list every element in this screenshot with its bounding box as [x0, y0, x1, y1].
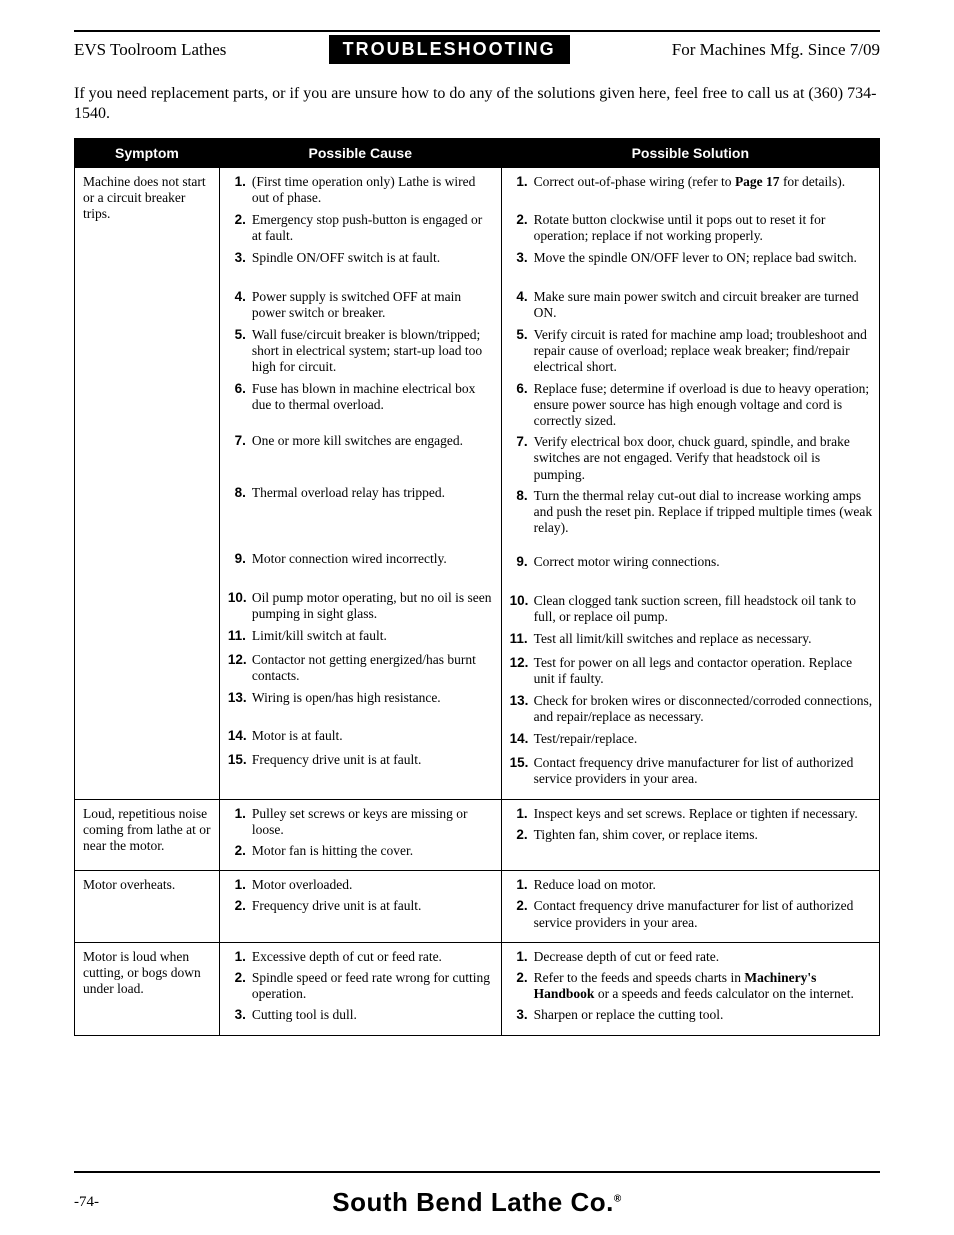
cause-cell: 1.(First time operation only) Lathe is w…: [219, 168, 501, 800]
cause-item: 9.Motor connection wired incorrectly.: [228, 551, 495, 585]
table-row: Machine does not start or a circuit brea…: [75, 168, 880, 800]
solution-item: 2.Refer to the feeds and speeds charts i…: [510, 970, 873, 1002]
cause-item: 11.Limit/kill switch at fault.: [228, 628, 495, 647]
table-row: Motor is loud when cutting, or bogs down…: [75, 942, 880, 1035]
cause-item: 5.Wall fuse/circuit breaker is blown/tri…: [228, 327, 495, 376]
cause-item: 10.Oil pump motor operating, but no oil …: [228, 590, 495, 623]
cause-item: 14.Motor is at fault.: [228, 728, 495, 747]
solution-item: 1.Inspect keys and set screws. Replace o…: [510, 806, 873, 822]
symptom-cell: Motor is loud when cutting, or bogs down…: [75, 942, 220, 1035]
solution-cell: 1.Reduce load on motor. 2.Contact frequen…: [501, 871, 879, 943]
solution-item: 8.Turn the thermal relay cut-out dial to…: [510, 488, 873, 549]
cause-item: 12.Contactor not getting energized/has b…: [228, 652, 495, 685]
header-left: EVS Toolroom Lathes: [74, 40, 226, 60]
solution-item: 2.Contact frequency drive manufacturer f…: [510, 898, 873, 930]
cause-item: 2.Motor fan is hitting the cover.: [228, 843, 495, 859]
solution-item: 5.Verify circuit is rated for machine am…: [510, 327, 873, 376]
symptom-cell: Motor overheats.: [75, 871, 220, 943]
page-header: EVS Toolroom Lathes TROUBLESHOOTING For …: [74, 35, 880, 64]
solution-item: 13.Check for broken wires or disconnecte…: [510, 693, 873, 726]
cause-cell: 1.Motor overloaded. 2.Frequency drive uni…: [219, 871, 501, 943]
page-footer: -74- South Bend Lathe Co.®: [74, 1194, 880, 1211]
solution-cell: 1.Decrease depth of cut or feed rate. 2.R…: [501, 942, 879, 1035]
top-rule: [74, 30, 880, 32]
solution-item: 4.Make sure main power switch and circui…: [510, 289, 873, 322]
troubleshooting-table: Symptom Possible Cause Possible Solution…: [74, 138, 880, 1036]
cause-cell: 1.Pulley set screws or keys are missing …: [219, 799, 501, 871]
cause-item: 8.Thermal overload relay has tripped.: [228, 485, 495, 546]
solution-item: 14.Test/repair/replace.: [510, 731, 873, 750]
cause-item: 2.Emergency stop push-button is engaged …: [228, 212, 495, 245]
solution-cell: 1.Correct out-of-phase wiring (refer to …: [501, 168, 879, 800]
brand-logo: South Bend Lathe Co.®: [74, 1187, 880, 1218]
col-solution: Possible Solution: [501, 139, 879, 168]
header-right: For Machines Mfg. Since 7/09: [672, 40, 880, 60]
cause-cell: 1.Excessive depth of cut or feed rate. 2.…: [219, 942, 501, 1035]
table-row: Motor overheats. 1.Motor overloaded. 2.Fre…: [75, 871, 880, 943]
cause-item: 1.(First time operation only) Lathe is w…: [228, 174, 495, 207]
table-row: Loud, repetitious noise coming from lath…: [75, 799, 880, 871]
cause-item: 6.Fuse has blown in machine electrical b…: [228, 381, 495, 428]
solution-item: 1.Reduce load on motor.: [510, 877, 873, 893]
cause-item: 15.Frequency drive unit is at fault.: [228, 752, 495, 785]
header-title: TROUBLESHOOTING: [329, 35, 570, 64]
solution-item: 15.Contact frequency drive manufacturer …: [510, 755, 873, 788]
bottom-rule: [74, 1171, 880, 1173]
col-cause: Possible Cause: [219, 139, 501, 168]
table-header-row: Symptom Possible Cause Possible Solution: [75, 139, 880, 168]
symptom-cell: Machine does not start or a circuit brea…: [75, 168, 220, 800]
cause-item: 2.Frequency drive unit is at fault.: [228, 898, 495, 914]
cause-item: 3.Spindle ON/OFF switch is at fault.: [228, 250, 495, 284]
solution-item: 3.Sharpen or replace the cutting tool.: [510, 1007, 873, 1023]
cause-item: 13.Wiring is open/has high resistance.: [228, 690, 495, 723]
solution-item: 2.Tighten fan, shim cover, or replace it…: [510, 827, 873, 843]
solution-item: 1.Correct out-of-phase wiring (refer to …: [510, 174, 873, 207]
cause-item: 1.Motor overloaded.: [228, 877, 495, 893]
cause-item: 1.Excessive depth of cut or feed rate.: [228, 949, 495, 965]
solution-item: 1.Decrease depth of cut or feed rate.: [510, 949, 873, 965]
solution-item: 10.Clean clogged tank suction screen, fi…: [510, 593, 873, 626]
col-symptom: Symptom: [75, 139, 220, 168]
solution-item: 9.Correct motor wiring connections.: [510, 554, 873, 588]
solution-item: 3.Move the spindle ON/OFF lever to ON; r…: [510, 250, 873, 284]
solution-cell: 1.Inspect keys and set screws. Replace o…: [501, 799, 879, 871]
solution-item: 6.Replace fuse; determine if overload is…: [510, 381, 873, 430]
cause-item: 7.One or more kill switches are engaged.: [228, 433, 495, 480]
solution-item: 11.Test all limit/kill switches and repl…: [510, 631, 873, 650]
solution-item: 12.Test for power on all legs and contac…: [510, 655, 873, 688]
cause-item: 3.Cutting tool is dull.: [228, 1007, 495, 1023]
symptom-cell: Loud, repetitious noise coming from lath…: [75, 799, 220, 871]
intro-text: If you need replacement parts, or if you…: [74, 84, 880, 124]
solution-item: 2.Rotate button clockwise until it pops …: [510, 212, 873, 245]
solution-item: 7.Verify electrical box door, chuck guar…: [510, 434, 873, 483]
cause-item: 4.Power supply is switched OFF at main p…: [228, 289, 495, 322]
cause-item: 2.Spindle speed or feed rate wrong for c…: [228, 970, 495, 1002]
cause-item: 1.Pulley set screws or keys are missing …: [228, 806, 495, 838]
